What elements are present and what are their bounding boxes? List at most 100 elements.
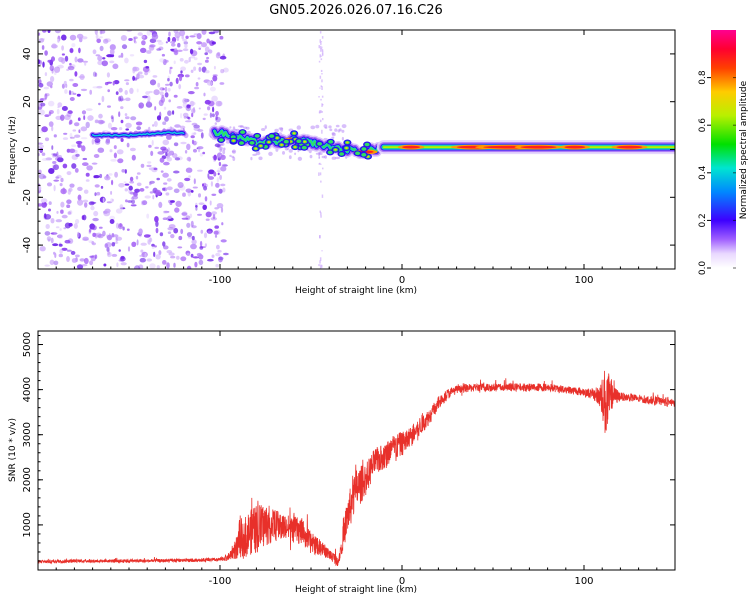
noise-speckle	[185, 188, 192, 193]
noise-speckle	[219, 174, 223, 180]
noise-speckle	[44, 231, 51, 236]
noise-speckle	[64, 239, 71, 244]
noise-stripe-speck	[319, 235, 321, 239]
noise-speckle	[173, 30, 179, 34]
noise-speckle	[195, 141, 198, 144]
noise-speckle	[101, 60, 109, 67]
noise-speckle	[223, 67, 229, 73]
noise-speckle	[144, 195, 151, 199]
noise-speckle	[119, 98, 125, 101]
noise-speckle	[220, 183, 226, 187]
noise-speckle	[138, 228, 143, 235]
signal-blob-hot	[345, 147, 348, 149]
noise-speckle	[198, 66, 202, 72]
noise-speckle	[42, 175, 47, 179]
noise-speckle	[57, 106, 60, 109]
noise-speckle	[170, 41, 176, 44]
noise-speckle	[45, 157, 53, 161]
noise-speckle	[172, 110, 175, 115]
noise-stripe-speck	[318, 155, 320, 158]
noise-speckle	[112, 63, 119, 70]
noise-speckle	[159, 157, 165, 163]
noise-speckle	[69, 148, 76, 153]
signal-blob-core	[296, 139, 302, 143]
noise-speckle	[195, 206, 198, 211]
noise-speckle	[39, 246, 46, 252]
noise-speckle	[200, 132, 204, 139]
signal-blob-core	[249, 141, 255, 145]
noise-speckle	[144, 252, 147, 258]
noise-speckle	[190, 190, 194, 193]
noise-stripe-speck	[321, 86, 323, 90]
noise-speckle	[83, 115, 86, 120]
noise-speckle	[50, 76, 55, 83]
noise-speckle	[74, 56, 78, 63]
noise-speckle	[137, 32, 143, 36]
noise-speckle	[341, 129, 345, 133]
noise-speckle	[166, 157, 172, 162]
noise-speckle	[214, 207, 219, 210]
noise-speckle	[73, 223, 78, 229]
noise-speckle	[282, 151, 285, 155]
signal-blob-hot	[303, 140, 307, 143]
noise-speckle	[191, 132, 195, 136]
noise-speckle	[111, 233, 115, 238]
noise-speckle	[162, 58, 167, 66]
noise-speckle	[94, 72, 98, 77]
noise-speckle	[191, 235, 195, 241]
noise-speckle	[151, 246, 155, 249]
noise-speckle	[176, 36, 180, 41]
noise-speckle	[71, 163, 77, 169]
noise-speckle	[54, 252, 57, 258]
noise-speckle	[179, 125, 186, 129]
noise-speckle	[94, 184, 100, 188]
noise-speckle	[197, 62, 203, 66]
noise-speckle	[48, 238, 50, 242]
noise-speckle	[197, 146, 204, 150]
noise-stripe-speck	[322, 104, 324, 106]
noise-speckle	[223, 147, 226, 151]
noise-speckle	[193, 127, 201, 131]
noise-stripe-speck	[319, 151, 321, 154]
noise-speckle	[140, 249, 144, 253]
signal-blob-core	[361, 147, 367, 151]
noise-stripe-speck	[320, 110, 322, 113]
noise-speckle	[77, 143, 82, 148]
noise-speckle	[204, 52, 208, 56]
noise-speckle	[186, 265, 192, 269]
noise-speckle	[96, 191, 101, 196]
snr-series-line	[38, 370, 675, 566]
noise-speckle	[154, 245, 157, 248]
snr-ticks: -100 0 100 1000 2000 3000 4000 5000	[22, 331, 676, 587]
noise-speckle	[179, 185, 186, 191]
noise-speckle	[69, 97, 75, 101]
noise-speckle	[145, 66, 150, 69]
noise-speckle	[207, 176, 214, 180]
noise-speckle	[67, 211, 72, 215]
noise-speckle	[197, 77, 201, 80]
noise-speckle	[109, 219, 115, 224]
noise-speckle	[116, 149, 124, 155]
noise-speckle	[48, 201, 52, 206]
noise-speckle	[122, 226, 125, 231]
noise-speckle	[173, 60, 176, 65]
snr-frame	[37, 330, 676, 571]
noise-speckle	[148, 167, 154, 171]
noise-speckle	[38, 83, 44, 88]
noise-speckle	[132, 75, 136, 81]
noise-speckle	[162, 210, 169, 214]
noise-speckle	[168, 99, 171, 103]
noise-speckle	[145, 91, 150, 95]
noise-speckle	[214, 122, 217, 125]
noise-speckle	[69, 34, 77, 41]
noise-speckle	[167, 110, 172, 116]
noise-speckle	[75, 254, 80, 258]
noise-speckle	[200, 229, 204, 234]
noise-speckle	[104, 243, 109, 248]
noise-speckle	[119, 95, 124, 102]
noise-speckle	[53, 134, 57, 138]
noise-speckle	[110, 159, 117, 162]
noise-speckle	[38, 142, 44, 145]
noise-stripe-speck	[320, 49, 322, 52]
noise-speckle	[164, 86, 168, 92]
